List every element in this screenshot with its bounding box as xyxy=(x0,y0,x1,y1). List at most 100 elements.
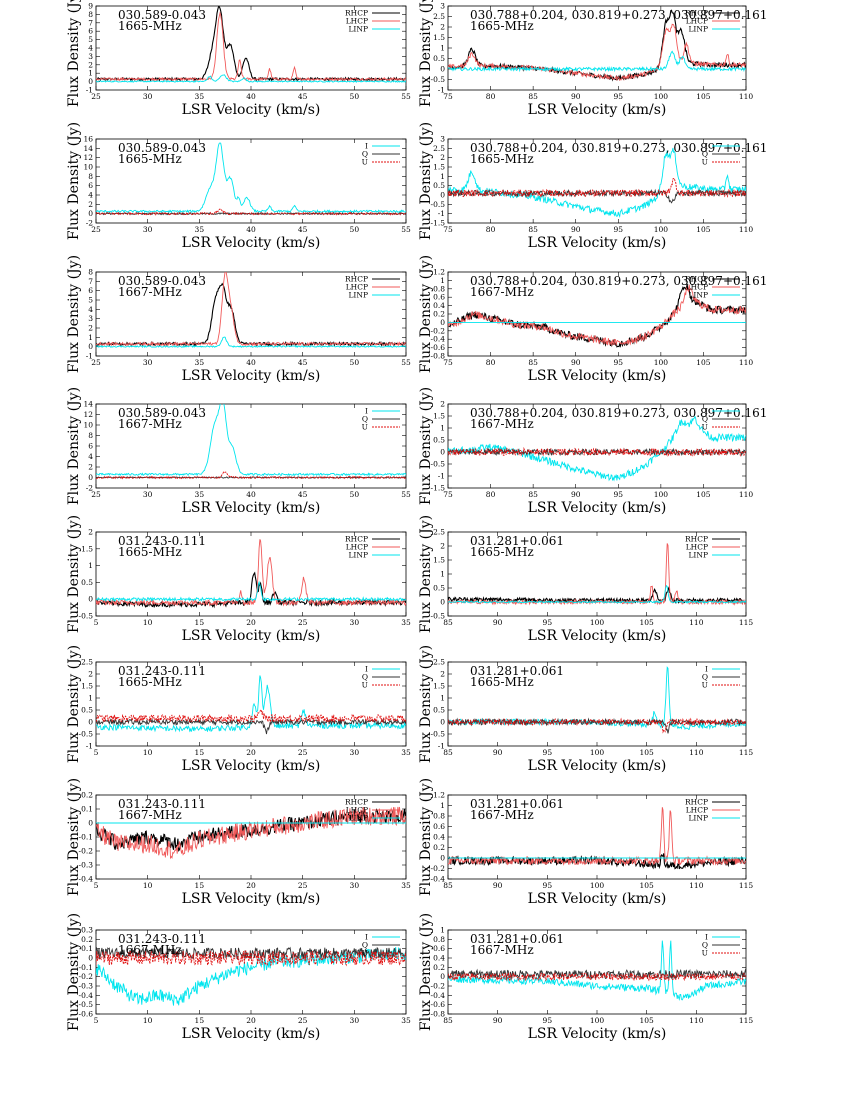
series-group xyxy=(448,9,746,82)
y-tick-label: 2 xyxy=(440,670,445,679)
x-tick-label: 25 xyxy=(91,490,101,499)
x-tick-label: 115 xyxy=(739,1016,754,1025)
series-line-linp xyxy=(96,74,406,83)
y-tick-label: 0 xyxy=(440,448,445,457)
spectrum-panel: 5 10 15 20 25 30 35-0.6-0.5-0.4-0.3-0.2-0.100.… xyxy=(66,913,411,1042)
y-tick-label: 1.5 xyxy=(433,412,445,421)
spectrum-panel: 85 90 95 100 105 110 115-0.8-0.6-0.4-0.200.20.… xyxy=(418,913,753,1042)
source-label: 030.788+0.204, 030.819+0.273, 030.897+0.… xyxy=(470,8,767,22)
x-tick-label: 105 xyxy=(696,358,711,367)
y-tick-label: -0.2 xyxy=(431,864,446,873)
x-axis-label: LSR Velocity (km/s) xyxy=(528,628,667,644)
series-line-lhcp xyxy=(96,272,406,347)
x-tick-label: 30 xyxy=(143,225,153,234)
x-tick-label: 20 xyxy=(246,1016,256,1025)
y-tick-label: 1.5 xyxy=(433,682,445,691)
series-line-u xyxy=(448,177,746,199)
y-tick-label: -0.8 xyxy=(431,352,446,361)
y-tick-label: 0.5 xyxy=(433,54,445,63)
y-tick-label: 2.5 xyxy=(433,528,445,537)
x-tick-label: 85 xyxy=(443,881,453,890)
x-tick-label: 35 xyxy=(401,748,411,757)
x-tick-label: 25 xyxy=(91,225,101,234)
spectrum-panel: 75 80 85 90 95 100 105 110 -1.5-1-0.500.511.522.… xyxy=(418,122,767,251)
x-tick-label: 10 xyxy=(143,748,153,757)
legend-label: RHCP xyxy=(345,798,368,807)
x-tick-label: 30 xyxy=(350,748,360,757)
x-tick-label: 100 xyxy=(654,92,669,101)
y-tick-label: 0 xyxy=(440,191,445,200)
x-tick-label: 15 xyxy=(195,881,205,890)
band-label: 1667-MHz xyxy=(118,943,182,957)
spectrum-panel: 5 10 15 20 25 30 35 -0.4 -0.3 -0.2 -0.1 0 0.1 0.2 LSR … xyxy=(66,778,411,907)
plot-frame xyxy=(447,138,747,224)
y-tick-label: -0.4 xyxy=(431,991,446,1000)
legend-label: RHCP xyxy=(685,9,708,18)
y-tick-label: 1 xyxy=(88,69,93,78)
series-line-u xyxy=(448,717,746,734)
x-tick-label: 95 xyxy=(614,225,624,234)
x-tick-label: 90 xyxy=(571,490,581,499)
y-tick-label: 8 xyxy=(88,431,93,440)
legend-label: U xyxy=(702,681,708,690)
series-line-linp xyxy=(448,584,746,604)
series-line-u xyxy=(96,708,406,724)
y-tick-label: 5 xyxy=(88,296,93,305)
y-tick-label: 1 xyxy=(440,570,445,579)
x-tick-label: 25 xyxy=(91,358,101,367)
y-tick-label: 1 xyxy=(440,424,445,433)
y-tick-label: 1.2 xyxy=(433,268,445,277)
legend-label: LHCP xyxy=(686,283,708,292)
legend-label: Q xyxy=(362,415,368,424)
x-tick-label: 115 xyxy=(739,881,754,890)
y-tick-label: 14 xyxy=(83,144,93,153)
y-tick-label: -1 xyxy=(86,86,93,95)
y-tick-label: 0 xyxy=(88,718,93,727)
x-tick-label: 95 xyxy=(543,1016,553,1025)
band-label: 1667-MHz xyxy=(118,808,182,822)
y-tick-label: 0 xyxy=(440,854,445,863)
legend-label: I xyxy=(365,142,368,151)
y-tick-label: -1 xyxy=(438,472,445,481)
series-group xyxy=(448,807,746,870)
spectrum-panel: 85 90 95 100 105 110 115 -0.4 -0.20 0.20.4 0.60.8 1… xyxy=(418,778,753,907)
y-tick-label: 0.8 xyxy=(433,935,445,944)
y-tick-label: 0 xyxy=(440,318,445,327)
y-tick-label: 0.3 xyxy=(81,926,93,935)
legend-label: RHCP xyxy=(685,535,708,544)
y-tick-label: -1 xyxy=(438,209,445,218)
y-tick-label: 1 xyxy=(88,694,93,703)
y-tick-label: 2 xyxy=(88,324,93,333)
x-tick-label: 90 xyxy=(493,1016,503,1025)
legend-label: RHCP xyxy=(345,9,368,18)
band-label: 1667-MHz xyxy=(470,285,534,299)
y-axis-label: Flux Density (Jy) xyxy=(66,0,82,107)
y-tick-label: 0 xyxy=(88,954,93,963)
x-axis-label: LSR Velocity (km/s) xyxy=(182,628,321,644)
x-tick-label: 50 xyxy=(350,92,360,101)
y-tick-label: 12 xyxy=(83,410,93,419)
y-tick-label: -1 xyxy=(86,352,93,361)
x-axis-label: LSR Velocity (km/s) xyxy=(528,500,667,516)
x-tick-label: 85 xyxy=(528,490,538,499)
series-line-rhcp xyxy=(448,284,746,348)
y-tick-label: -0.5 xyxy=(431,75,446,84)
y-tick-label: 1 xyxy=(440,44,445,53)
y-tick-label: 0.1 xyxy=(81,805,93,814)
x-tick-label: 100 xyxy=(590,881,605,890)
source-label: 031.243-0.111 xyxy=(118,932,206,946)
y-tick-label: -1.5 xyxy=(431,484,446,493)
x-tick-label: 30 xyxy=(350,881,360,890)
y-tick-label: -0.6 xyxy=(431,1000,446,1009)
series-group xyxy=(448,543,746,606)
x-tick-label: 20 xyxy=(246,618,256,627)
y-tick-label: -1 xyxy=(438,742,445,751)
series-line-lhcp xyxy=(96,539,406,607)
y-tick-label: -1 xyxy=(86,742,93,751)
y-tick-label: -0.2 xyxy=(431,982,446,991)
legend-label: U xyxy=(362,949,368,958)
legend-label: LINP xyxy=(688,814,708,823)
spectrum-panel: 5 10 15 20 25 30 35 -0.5 0 0.5 1 1.5 2 LSR Velocity (… xyxy=(66,515,411,644)
y-tick-label: 4 xyxy=(88,44,93,53)
